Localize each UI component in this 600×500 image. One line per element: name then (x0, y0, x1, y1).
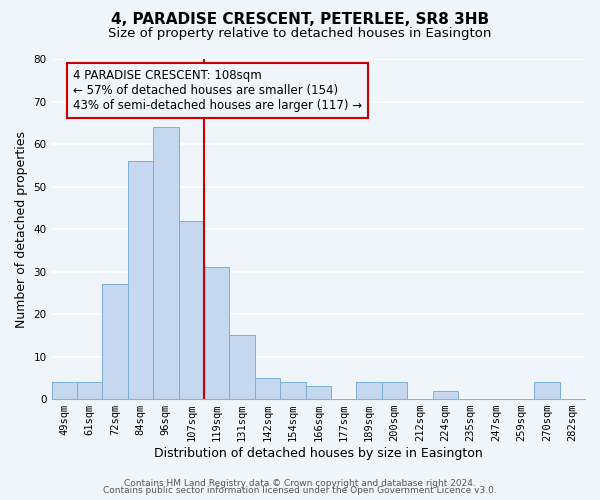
Bar (103, 284, 128, 399)
Bar (128, 161, 153, 399)
Bar (255, 378, 280, 399)
Bar (229, 336, 255, 399)
X-axis label: Distribution of detached houses by size in Easington: Distribution of detached houses by size … (154, 447, 482, 460)
Bar (153, 127, 179, 399)
Bar (280, 382, 305, 399)
Text: Contains public sector information licensed under the Open Government Licence v3: Contains public sector information licen… (103, 486, 497, 495)
Bar (204, 268, 229, 399)
Bar (305, 386, 331, 399)
Bar (179, 220, 204, 399)
Bar (433, 390, 458, 399)
Text: Size of property relative to detached houses in Easington: Size of property relative to detached ho… (109, 28, 491, 40)
Bar (77, 382, 103, 399)
Bar (534, 382, 560, 399)
Bar (52, 382, 77, 399)
Text: 4 PARADISE CRESCENT: 108sqm
← 57% of detached houses are smaller (154)
43% of se: 4 PARADISE CRESCENT: 108sqm ← 57% of det… (73, 69, 362, 112)
Bar (356, 382, 382, 399)
Y-axis label: Number of detached properties: Number of detached properties (15, 130, 28, 328)
Text: Contains HM Land Registry data © Crown copyright and database right 2024.: Contains HM Land Registry data © Crown c… (124, 478, 476, 488)
Text: 4, PARADISE CRESCENT, PETERLEE, SR8 3HB: 4, PARADISE CRESCENT, PETERLEE, SR8 3HB (111, 12, 489, 28)
Bar (382, 382, 407, 399)
